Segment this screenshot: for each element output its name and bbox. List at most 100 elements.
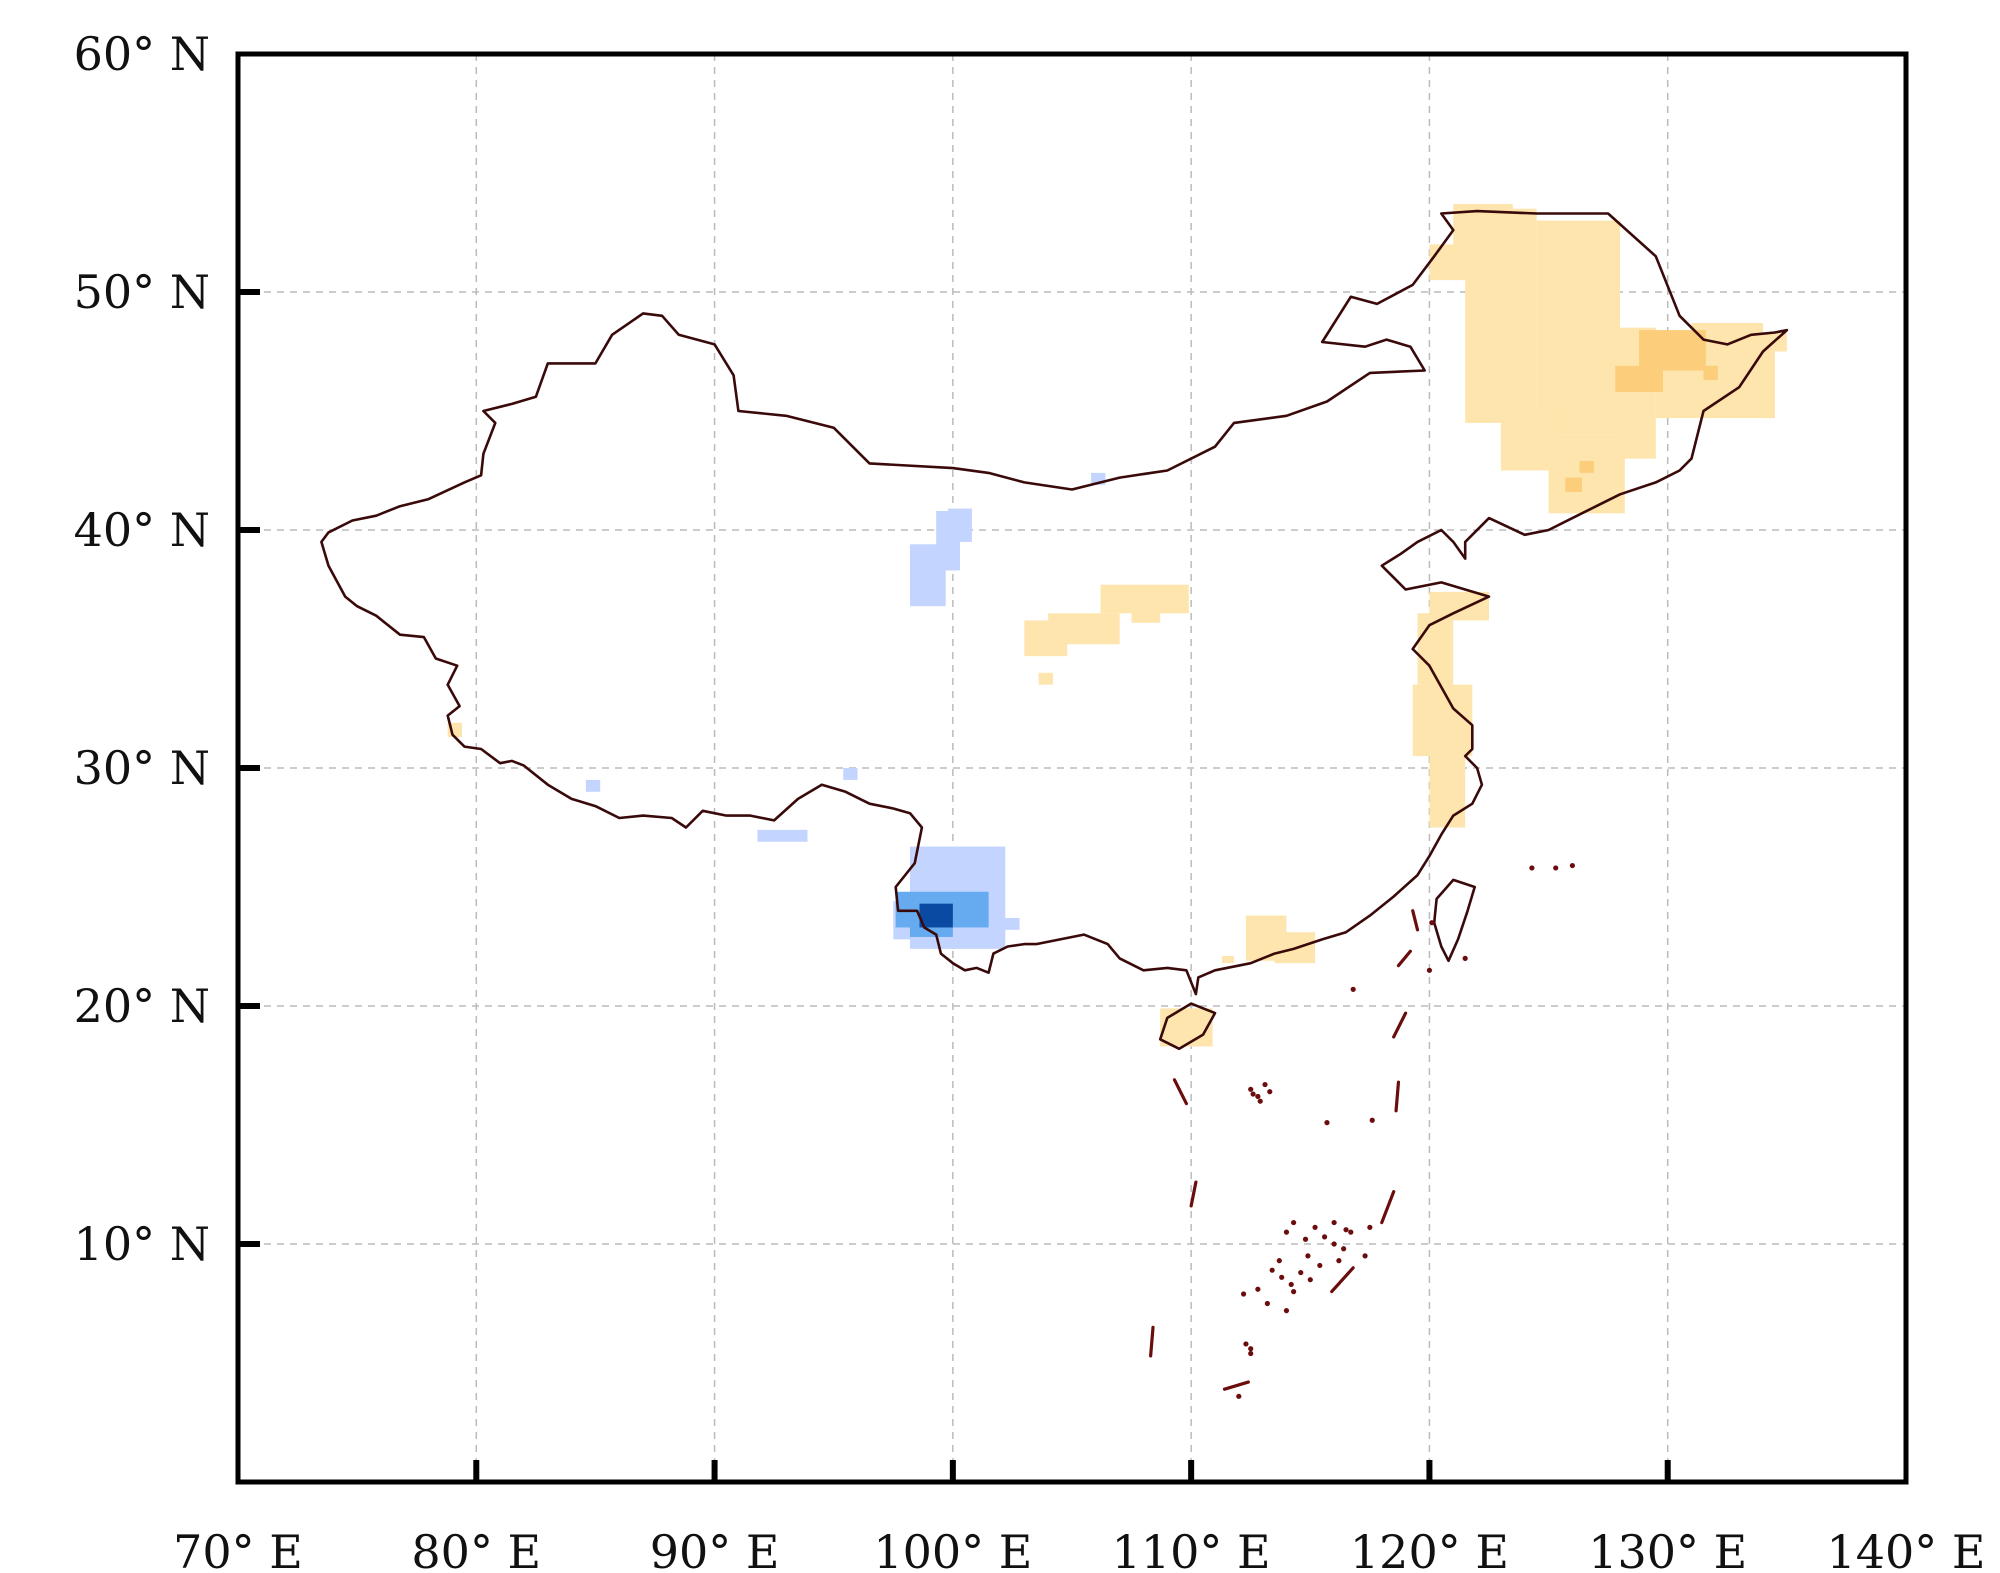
island-19 [1279,1274,1285,1280]
island-22 [1307,1277,1313,1283]
y-tick-label-60: 60° N [74,27,210,81]
x-tick-label-80: 80° E [411,1525,541,1573]
island-15 [1341,1246,1347,1252]
cell-orange-2 [1579,460,1594,473]
cell-light-orange-5 [1548,434,1625,514]
cell-light-orange-14 [1429,756,1466,828]
x-tick-label-130: 130° E [1588,1525,1747,1573]
island-1 [1255,1093,1261,1100]
island-36 [1362,1253,1368,1259]
boundary-dash-8 [1189,1180,1198,1208]
island-33 [1343,1227,1349,1233]
y-tick-label-40: 40° N [74,503,210,557]
boundary-dash-2 [1392,1011,1408,1039]
cell-light-orange-17 [1100,584,1189,614]
boundary-dash-0 [1411,909,1420,932]
cell-light-orange-18 [1131,610,1161,623]
island-0 [1248,1086,1254,1092]
island-38 [1236,1393,1242,1399]
x-tick-label-90: 90° E [650,1525,780,1573]
cell-orange-1 [1615,365,1663,392]
island-13 [1321,1234,1328,1240]
cell-dark-blue-0 [919,903,953,928]
island-41 [1462,955,1468,962]
boundary-dash-9 [1172,1078,1188,1106]
x-tick-label-140: 140° E [1826,1525,1985,1573]
y-tick-label-10: 10° N [74,1217,210,1271]
island-30 [1291,1289,1297,1295]
island-27 [1248,1346,1254,1352]
island-25 [1264,1300,1270,1307]
island-11 [1302,1236,1309,1242]
cell-light-orange-3 [1429,244,1478,281]
island-42 [1553,865,1559,871]
island-26 [1283,1308,1290,1314]
island-39 [1429,920,1435,926]
island-2 [1262,1081,1268,1088]
cell-light-orange-19 [1038,672,1053,685]
island-10 [1291,1219,1297,1226]
x-tick-label-120: 120° E [1350,1525,1509,1573]
y-tick-label-30: 30° N [74,741,210,795]
island-24 [1240,1291,1247,1297]
axis-ticks [238,289,1671,1482]
cell-light-blue-3 [1091,472,1106,485]
cell-light-orange-2 [1453,203,1513,245]
island-12 [1312,1224,1318,1230]
cell-light-orange-9 [1743,332,1787,352]
cell-light-blue-5 [843,768,858,780]
island-21 [1298,1269,1304,1276]
cell-light-blue-2 [909,544,946,607]
cell-light-orange-13 [1412,684,1451,757]
island-29 [1248,1350,1254,1357]
island-6 [1324,1120,1330,1126]
taiwan-outline [1432,878,1476,963]
island-40 [1426,967,1433,973]
gridlines [238,54,1906,1482]
island-32 [1331,1219,1337,1226]
island-20 [1288,1281,1294,1288]
island-23 [1255,1286,1261,1292]
island-34 [1276,1258,1282,1264]
x-tick-label-100: 100° E [873,1525,1032,1573]
boundary-dash-1 [1396,949,1412,968]
shaded-cells [447,203,1787,1047]
boundary-dash-4 [1380,1190,1396,1225]
y-tick-label-50: 50° N [74,265,210,319]
island-37 [1336,1258,1342,1264]
island-3 [1257,1098,1263,1104]
x-tick-label-70: 70° E [173,1525,303,1573]
island-9 [1283,1229,1290,1235]
cell-light-orange-11 [1417,613,1454,685]
island-28 [1243,1341,1249,1347]
island-4 [1250,1091,1256,1097]
island-16 [1348,1229,1354,1235]
island-17 [1305,1253,1311,1259]
cell-light-orange-1 [1536,220,1621,435]
island-14 [1331,1241,1337,1247]
island-7 [1369,1117,1375,1123]
china-border [320,209,1789,1391]
hainan-outline [1158,1002,1217,1051]
south-china-sea-islands [1236,862,1575,1399]
cell-light-orange-22 [1160,1008,1213,1047]
cell-orange-3 [1565,477,1582,492]
cell-light-blue-4 [585,779,601,792]
boundary-dash-5 [1330,1266,1355,1294]
cell-orange-0 [1639,330,1706,371]
x-tick-label-110: 110° E [1112,1525,1271,1573]
boundary-dash-3 [1394,1080,1401,1113]
axis-tick-labels: 70° E 80° E 90° E 100° E 110° E 120° E 130° E 1… [74,27,1986,1573]
island-18 [1269,1267,1275,1273]
cell-light-orange-16 [1048,613,1120,645]
island-8 [1350,986,1356,992]
cell-light-blue-1 [948,508,972,542]
island-43 [1569,862,1575,869]
y-tick-label-20: 20° N [74,979,210,1033]
mainland-border [320,209,1789,996]
boundary-dash-7 [1149,1325,1155,1358]
cell-light-blue-6 [757,829,808,842]
island-31 [1317,1262,1323,1269]
